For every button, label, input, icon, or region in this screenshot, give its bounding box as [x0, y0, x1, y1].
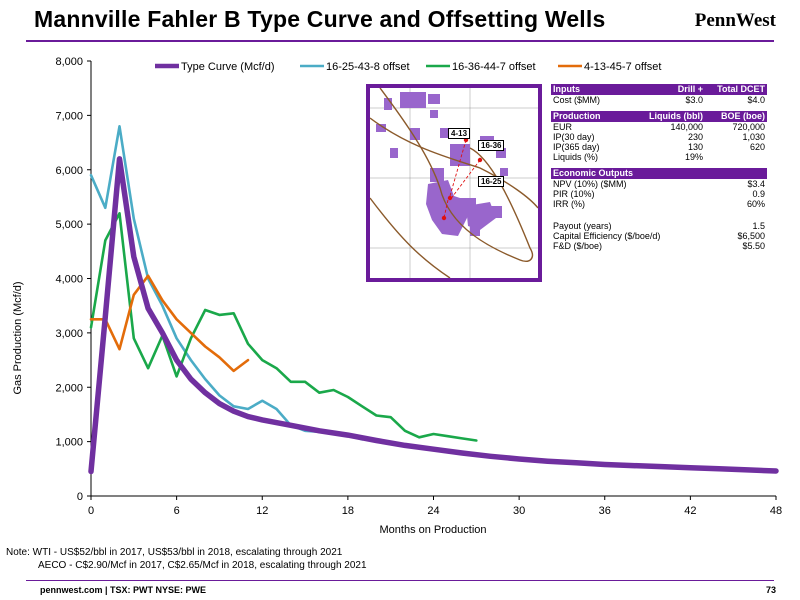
y-axis-label: Gas Production (Mcf/d) — [12, 281, 24, 395]
page-number: 73 — [765, 585, 776, 595]
y-tick-label: 1,000 — [55, 437, 83, 449]
production-header: Production Liquids (bbl) BOE (boe) — [551, 111, 767, 122]
x-tick-label: 36 — [599, 505, 611, 517]
table-row: NPV (10%) ($MM) $3.4 — [553, 179, 765, 189]
legend-label-2: 16-36-44-7 offset — [452, 61, 536, 73]
x-axis-label: Months on Production — [379, 524, 487, 536]
table-row: F&D ($/boe) $5.50 — [553, 241, 765, 251]
table-row: Capital Efficiency ($/boe/d) $6,500 — [553, 231, 765, 241]
x-tick-label: 30 — [513, 505, 525, 517]
table-row: IP(30 day) 230 1,030 — [553, 132, 765, 142]
table-row: Cost ($MM) $3.0 $4.0 — [553, 95, 765, 105]
legend-label-0: Type Curve (Mcf/d) — [181, 61, 275, 73]
inputs-header: Inputs Drill + Complete Total DCET — [551, 84, 767, 105]
title-divider — [26, 40, 774, 42]
table-row: IRR (%) 60% — [553, 199, 765, 209]
footer-divider — [26, 580, 774, 581]
series-line-3 — [89, 274, 250, 373]
y-tick-label: 2,000 — [55, 382, 83, 394]
table-row: IP(365 day) 130 620 — [553, 142, 765, 152]
legend-label-1: 16-25-43-8 offset — [326, 61, 410, 73]
map-label-16-25: 16-25 — [478, 176, 505, 187]
table-row: Payout (years) 1.5 — [553, 221, 765, 231]
y-tick-label: 4,000 — [55, 274, 83, 286]
production-chart: 0 1,000 2,000 3,000 4,000 5,000 6,000 7,000 8,00… — [55, 56, 782, 517]
y-tick-label: 8,000 — [55, 56, 83, 68]
legend-label-3: 4-13-45-7 offset — [584, 61, 661, 73]
table-row: EUR 140,000 720,000 — [553, 122, 765, 132]
footer-text: pennwest.com | TSX: PWT NYSE: PWE — [40, 585, 207, 595]
y-tick-label: 7,000 — [55, 110, 83, 122]
x-tick-label: 18 — [342, 505, 354, 517]
note-line-2: AECO - C$2.90/Mcf in 2017, C$2.65/Mcf in… — [38, 560, 367, 571]
page-title: Mannville Fahler B Type Curve and Offset… — [34, 6, 606, 32]
x-tick-label: 42 — [684, 505, 696, 517]
x-tick-label: 6 — [174, 505, 180, 517]
table-row: Liquids (%) 19% — [553, 152, 703, 162]
y-tick-label: 3,000 — [55, 328, 83, 340]
price-note: Note: WTI - US$52/bbl in 2017, US$53/bbl… — [6, 546, 367, 572]
y-tick-label: 6,000 — [55, 165, 83, 177]
x-tick-label: 24 — [427, 505, 439, 517]
y-tick-label: 0 — [77, 491, 83, 503]
map-label-16-36: 16-36 — [478, 140, 505, 151]
x-tick-label: 12 — [256, 505, 268, 517]
company-logo: PennWest — [694, 10, 776, 31]
map-graphic — [370, 88, 538, 278]
x-tick-label: 0 — [88, 505, 94, 517]
map-panel: 4-13 16-36 16-25 — [370, 88, 538, 278]
series-line-0 — [88, 156, 779, 475]
x-tick-label: 48 — [770, 505, 782, 517]
inset-map: 4-13 16-36 16-25 — [366, 84, 542, 282]
economics-table: Inputs Drill + Complete Total DCET Cost … — [551, 84, 767, 251]
series-line-2 — [89, 212, 478, 442]
table-row: PIR (10%) 0.9 — [553, 189, 765, 199]
y-tick-label: 5,000 — [55, 219, 83, 231]
note-line-1: Note: WTI - US$52/bbl in 2017, US$53/bbl… — [6, 547, 343, 558]
map-label-4-13: 4-13 — [448, 128, 471, 139]
economic-outputs-header: Economic Outputs — [551, 168, 767, 179]
